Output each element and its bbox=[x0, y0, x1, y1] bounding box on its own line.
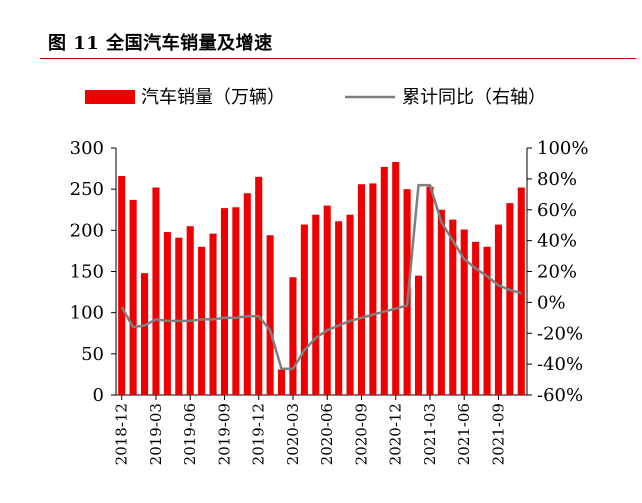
left-tick-label: 250 bbox=[70, 179, 104, 200]
bar bbox=[415, 275, 423, 395]
x-ticks: 2018-12 2019-03 2019-06 2019-09 2019-12 2020-… bbox=[113, 395, 507, 465]
x-tick-label: 2020-03 bbox=[284, 403, 302, 465]
bar bbox=[312, 214, 320, 395]
bar bbox=[141, 273, 149, 395]
legend-line-label: 累计同比（右轴） bbox=[402, 87, 546, 108]
bar bbox=[209, 233, 217, 395]
right-tick-label: 20% bbox=[537, 262, 577, 283]
bar bbox=[506, 203, 514, 395]
x-tick-label: 2019-06 bbox=[181, 403, 199, 465]
bar bbox=[278, 369, 286, 395]
left-tick-label: 100 bbox=[70, 303, 104, 324]
right-tick-label: -20% bbox=[537, 323, 583, 344]
bar bbox=[243, 193, 251, 395]
x-tick-label: 2020-12 bbox=[387, 403, 405, 465]
bar bbox=[369, 183, 377, 395]
right-tick-label: -40% bbox=[537, 354, 583, 375]
x-tick-label: 2021-06 bbox=[455, 403, 473, 465]
right-tick-label: 40% bbox=[537, 231, 577, 252]
x-tick-label: 2018-12 bbox=[113, 403, 131, 465]
bar bbox=[449, 219, 457, 395]
bar bbox=[494, 224, 502, 395]
right-tick-label: 60% bbox=[537, 200, 577, 221]
x-tick-label: 2019-03 bbox=[147, 403, 165, 465]
bar bbox=[232, 207, 240, 395]
figure-title: 图 11 全国汽车销量及增速 bbox=[48, 33, 273, 54]
bar bbox=[483, 246, 491, 395]
right-tick-label: 80% bbox=[537, 169, 577, 190]
bar bbox=[460, 229, 468, 395]
bar bbox=[323, 205, 331, 395]
growth-line bbox=[120, 183, 522, 371]
left-tick-label: 200 bbox=[70, 220, 104, 241]
bar bbox=[198, 246, 206, 395]
left-tick-label: 0 bbox=[93, 385, 104, 406]
bar bbox=[472, 241, 480, 395]
bar bbox=[300, 224, 308, 395]
right-tick-label: -60% bbox=[537, 385, 583, 406]
bar bbox=[152, 187, 160, 395]
legend-bar-label: 汽车销量（万辆） bbox=[141, 87, 285, 108]
bar bbox=[437, 209, 445, 395]
bar bbox=[392, 161, 400, 395]
left-tick-label: 50 bbox=[81, 344, 104, 365]
right-tick-label: 0% bbox=[537, 292, 566, 313]
bar bbox=[163, 231, 171, 395]
title-underline bbox=[40, 58, 636, 59]
bar bbox=[220, 208, 228, 395]
bar bbox=[335, 221, 343, 395]
bars bbox=[118, 161, 525, 395]
x-tick-label: 2020-09 bbox=[352, 403, 370, 465]
left-tick-label: 300 bbox=[70, 138, 104, 159]
x-tick-label: 2020-06 bbox=[318, 403, 336, 465]
bar bbox=[380, 166, 388, 395]
left-tick-label: 150 bbox=[70, 262, 104, 283]
bar bbox=[129, 199, 137, 395]
x-tick-label: 2021-03 bbox=[421, 403, 439, 465]
x-tick-label: 2019-09 bbox=[215, 403, 233, 465]
bar bbox=[175, 237, 183, 395]
x-tick-label: 2019-12 bbox=[250, 403, 268, 465]
legend-bar-swatch bbox=[85, 90, 135, 104]
bar bbox=[357, 184, 365, 395]
right-ticks: -60% -40% -20% 0% 20% 40% 60% 80% 100% bbox=[527, 138, 588, 406]
bar bbox=[118, 175, 126, 395]
line-series bbox=[120, 183, 522, 371]
bar bbox=[255, 176, 263, 395]
bar bbox=[346, 214, 354, 395]
right-tick-label: 100% bbox=[537, 138, 588, 159]
bar bbox=[266, 235, 274, 395]
left-ticks: 0 50 100 150 200 250 300 bbox=[70, 138, 116, 406]
x-tick-label: 2021-09 bbox=[489, 403, 507, 465]
bar bbox=[426, 186, 434, 395]
bar bbox=[186, 226, 194, 395]
bar bbox=[289, 277, 297, 395]
bar bbox=[517, 187, 525, 395]
